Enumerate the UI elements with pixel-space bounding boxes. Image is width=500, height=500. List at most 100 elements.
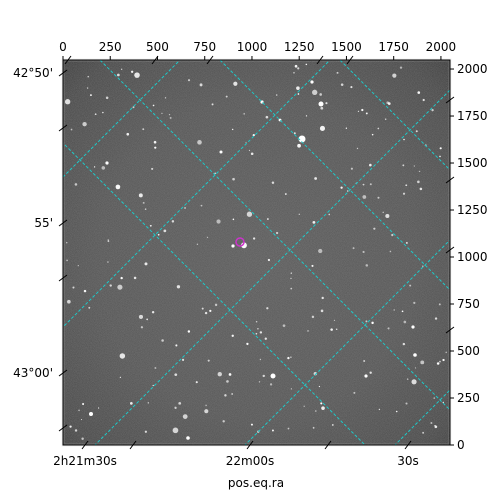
bright-star <box>318 101 324 107</box>
star <box>422 265 424 267</box>
star <box>201 307 204 310</box>
star <box>362 183 365 186</box>
bright-star <box>89 412 93 416</box>
star <box>255 320 258 323</box>
star <box>356 147 359 150</box>
star <box>319 93 322 96</box>
star <box>86 87 89 89</box>
star <box>422 431 425 434</box>
dec-tick <box>58 274 68 282</box>
star <box>175 344 178 347</box>
star <box>418 170 421 173</box>
bright-star <box>270 373 276 379</box>
star <box>83 289 87 293</box>
star <box>371 321 374 325</box>
star <box>66 242 68 244</box>
star <box>126 132 130 136</box>
world-axis-ticks: 2h21m30s 22m00s 30s 42°50' 55' 43°00' <box>13 55 455 468</box>
star <box>246 211 253 217</box>
star <box>77 265 79 267</box>
star <box>365 112 368 115</box>
bright-star <box>411 325 415 329</box>
star <box>154 367 157 369</box>
star <box>321 296 324 300</box>
star <box>87 76 89 78</box>
star <box>107 239 109 241</box>
star <box>67 299 71 304</box>
star <box>287 427 290 430</box>
star <box>231 128 234 131</box>
dec-tick-right <box>445 246 455 254</box>
dec-grid-line <box>63 60 331 328</box>
star <box>206 236 209 239</box>
star <box>311 264 314 267</box>
star <box>142 128 145 131</box>
star <box>209 309 212 312</box>
star <box>312 89 318 96</box>
star <box>174 373 178 377</box>
star <box>214 172 216 175</box>
ra-tick <box>404 440 412 450</box>
dec-tick <box>58 369 68 377</box>
star <box>422 98 425 102</box>
star <box>205 404 207 407</box>
star <box>265 115 269 119</box>
star <box>250 152 254 156</box>
star <box>119 376 121 378</box>
star <box>216 219 221 224</box>
star <box>152 384 154 387</box>
star <box>109 284 112 287</box>
bright-star <box>413 353 417 357</box>
star <box>259 331 263 334</box>
x-pixel-tick-label: 1000 <box>237 40 268 54</box>
star <box>142 201 145 204</box>
star <box>371 133 374 136</box>
star <box>257 327 259 330</box>
ra-grid-line <box>63 142 366 445</box>
star <box>314 177 318 180</box>
star <box>385 213 390 219</box>
star <box>336 71 339 74</box>
star <box>255 332 258 335</box>
star <box>129 402 133 405</box>
star <box>264 337 267 340</box>
star <box>298 213 300 216</box>
x-axis-label: pos.eq.ra <box>228 476 284 490</box>
star <box>271 181 275 184</box>
star <box>89 94 92 97</box>
star <box>385 118 387 120</box>
ra-tick-label: 2h21m30s <box>53 454 117 468</box>
star <box>401 310 404 313</box>
star <box>82 121 87 127</box>
star <box>225 95 228 98</box>
star <box>147 402 149 404</box>
star <box>297 143 301 148</box>
star <box>152 104 155 107</box>
star <box>168 114 171 116</box>
star <box>369 183 372 186</box>
star <box>115 184 121 190</box>
star <box>144 262 148 266</box>
star <box>417 180 420 184</box>
star <box>377 196 380 199</box>
star <box>403 138 405 141</box>
star <box>296 86 300 90</box>
star <box>246 342 249 346</box>
star <box>328 213 331 216</box>
star <box>181 358 185 361</box>
star <box>211 103 214 106</box>
star <box>417 91 421 94</box>
star <box>164 97 167 99</box>
bright-star <box>186 436 190 440</box>
star <box>80 418 83 421</box>
star <box>69 425 72 428</box>
star <box>271 429 274 432</box>
star <box>252 237 256 240</box>
star <box>419 187 423 191</box>
star <box>439 360 441 363</box>
star <box>119 353 126 359</box>
x-pixel-tick-label: 500 <box>146 40 169 54</box>
bright-star <box>310 80 314 84</box>
star <box>434 317 438 320</box>
ra-tick <box>129 440 137 450</box>
